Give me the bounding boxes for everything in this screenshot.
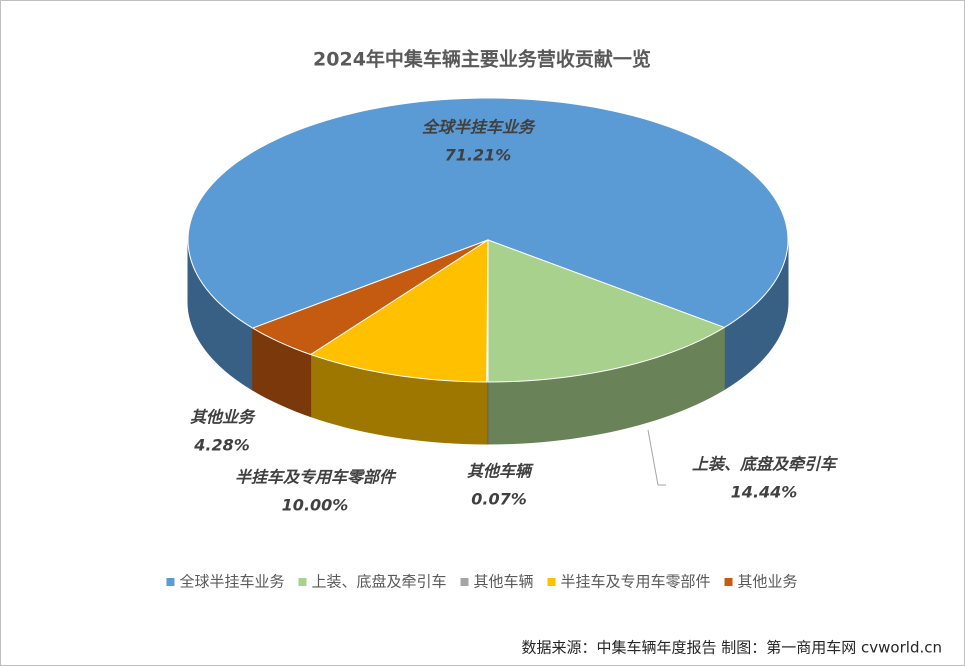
legend-label: 半挂车及专用车零部件 (561, 573, 711, 591)
data-label-name: 上装、底盘及牵引车 (692, 455, 838, 474)
slice (251, 239, 489, 418)
legend-swatch (724, 578, 733, 586)
slice (187, 97, 789, 391)
legend-swatch (460, 578, 469, 586)
legend-label: 全球半挂车业务 (179, 573, 284, 591)
slice-top (487, 239, 726, 383)
legend-label: 其他业务 (738, 573, 798, 591)
leader-line (647, 429, 666, 486)
legend-swatch (547, 578, 556, 586)
chart-title: 2024年中集车辆主要业务营收贡献一览 (313, 48, 651, 71)
legend-swatch (298, 578, 307, 586)
data-label-name: 半挂车及专用车零部件 (235, 468, 397, 487)
data-label-value: 71.21% (445, 146, 512, 165)
slice-top (251, 239, 489, 356)
data-label-value: 0.07% (471, 490, 527, 509)
data-label-name: 其他业务 (190, 408, 256, 427)
data-label-value: 14.44% (731, 483, 798, 502)
source-note: 数据来源：中集车辆年度报告 制图：第一商用车网 cvworld.cn (522, 639, 943, 657)
data-label-name: 全球半挂车业务 (422, 118, 536, 137)
data-label-value: 4.28% (193, 436, 250, 455)
data-label-value: 10.00% (282, 496, 349, 515)
legend-swatch (166, 578, 175, 586)
slice (487, 239, 726, 445)
slice (309, 239, 489, 445)
slice-top (309, 239, 489, 383)
legend-label: 上装、底盘及牵引车 (311, 573, 446, 591)
legend-label: 其他车辆 (473, 573, 533, 591)
slice-top (187, 97, 789, 329)
data-label-name: 其他车辆 (467, 462, 534, 481)
